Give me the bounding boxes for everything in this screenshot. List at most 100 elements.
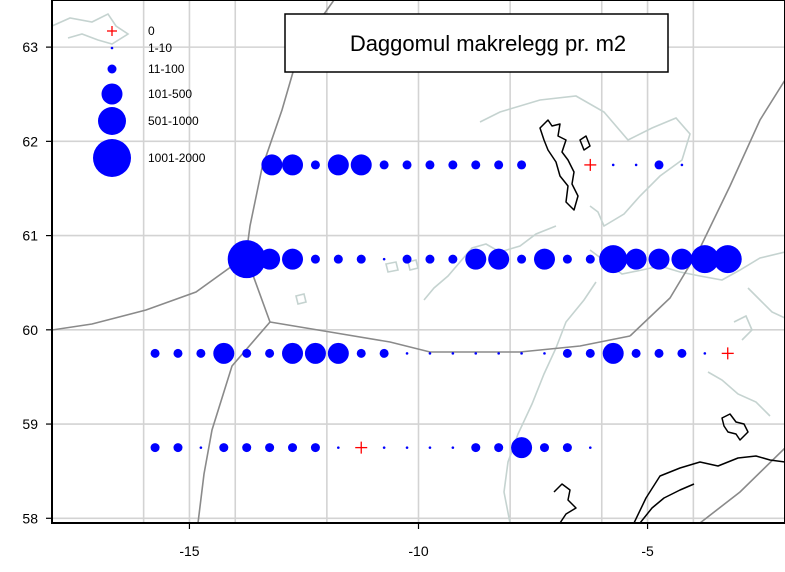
legend-label: 1-10 <box>148 41 172 55</box>
legend-symbol <box>98 107 126 135</box>
coastline-islet-3 <box>407 259 419 271</box>
x-tick-label: -10 <box>408 543 428 559</box>
catch-point <box>282 342 304 364</box>
coastline-shetland-shelf <box>747 287 785 319</box>
catch-point <box>517 160 527 170</box>
catch-point <box>327 342 349 364</box>
legend-symbol-zero <box>107 26 117 36</box>
legend-symbol <box>93 139 131 177</box>
catch-point <box>494 160 504 170</box>
legend-label: 101-500 <box>148 87 192 101</box>
coastline-shelf-west <box>423 225 557 301</box>
catch-point <box>562 443 572 453</box>
catch-point <box>428 446 432 449</box>
catch-point <box>173 348 183 358</box>
coastline-faroe-shelf <box>479 95 691 228</box>
catch-point <box>517 254 527 264</box>
catch-point <box>428 352 432 355</box>
scotland-coast <box>633 455 785 523</box>
zero-catch-marker <box>355 441 368 454</box>
zero-catch-marker <box>721 347 734 360</box>
coastline-islet-1 <box>385 261 399 273</box>
catch-point <box>497 352 500 355</box>
catch-point <box>611 163 615 167</box>
catch-point <box>471 443 481 453</box>
title-box <box>284 13 669 73</box>
catch-point <box>288 443 298 453</box>
y-tick-label: 62 <box>22 133 38 149</box>
catch-point <box>173 443 183 453</box>
catch-point <box>379 348 389 358</box>
scotland-coast-inner <box>639 483 695 523</box>
catch-point <box>602 342 624 364</box>
catch-point <box>282 154 304 176</box>
catch-point <box>690 245 719 274</box>
catch-point <box>425 160 435 170</box>
catch-point <box>150 443 160 453</box>
catch-point <box>282 248 304 270</box>
catch-point <box>648 248 670 270</box>
catch-point <box>599 245 628 274</box>
legend-label: 1001-2000 <box>148 151 206 165</box>
catch-point <box>539 443 549 453</box>
coastline-islet-2 <box>295 293 307 305</box>
catch-point <box>448 254 458 264</box>
catch-point <box>259 248 281 270</box>
legend-symbol <box>107 64 117 74</box>
catch-point <box>219 443 229 453</box>
catch-point <box>337 446 340 449</box>
faroe-islet <box>579 135 591 151</box>
catch-point <box>631 348 641 358</box>
catch-point <box>261 154 283 176</box>
catch-point <box>585 254 595 264</box>
catch-point <box>562 254 572 264</box>
catch-point <box>585 348 595 358</box>
hebrides-islands <box>553 483 577 523</box>
catch-point <box>654 160 664 170</box>
catch-point <box>588 446 592 449</box>
catch-point <box>520 352 523 355</box>
size-legend: 0 1-10 11-100 101-500 501-1000 1001-2000 <box>93 24 206 177</box>
catch-point <box>625 248 647 270</box>
catch-point <box>451 446 455 449</box>
catch-point <box>494 443 504 453</box>
faroe-islands <box>539 119 579 211</box>
catch-point <box>402 254 412 264</box>
x-tick-label: -5 <box>641 543 654 559</box>
catch-point <box>511 437 533 459</box>
boundary-west <box>52 255 247 331</box>
map-title: Daggomul makrelegg pr. m2 <box>350 31 626 56</box>
catch-point <box>680 163 684 167</box>
zero-catch-marker <box>584 158 597 171</box>
catch-point <box>562 348 572 358</box>
catch-point <box>474 352 478 355</box>
catch-point <box>310 254 320 264</box>
catch-point <box>402 160 412 170</box>
catch-points <box>150 154 742 459</box>
catch-point <box>654 348 664 358</box>
catch-point <box>356 348 366 358</box>
catch-point <box>703 352 707 355</box>
y-tick-label: 60 <box>22 322 38 338</box>
coastline-hebrides <box>733 314 753 341</box>
legend-symbol <box>110 46 114 50</box>
catch-point <box>310 160 320 170</box>
axis-ticks: -15 -10 -5 58 59 60 61 62 63 <box>22 39 654 559</box>
catch-point <box>634 163 638 167</box>
catch-point <box>677 348 687 358</box>
y-tick-label: 58 <box>22 510 38 526</box>
boundary-middle <box>269 321 631 353</box>
catch-point <box>382 257 386 261</box>
coastline-northwest <box>52 12 130 45</box>
catch-point <box>304 342 326 364</box>
catch-point <box>356 254 366 264</box>
catch-point <box>333 254 343 264</box>
legend-label: 0 <box>148 24 155 38</box>
catch-point <box>713 245 742 274</box>
catch-point <box>213 342 235 364</box>
catch-point <box>448 160 458 170</box>
y-tick-label: 61 <box>22 228 38 244</box>
catch-point <box>382 446 386 449</box>
